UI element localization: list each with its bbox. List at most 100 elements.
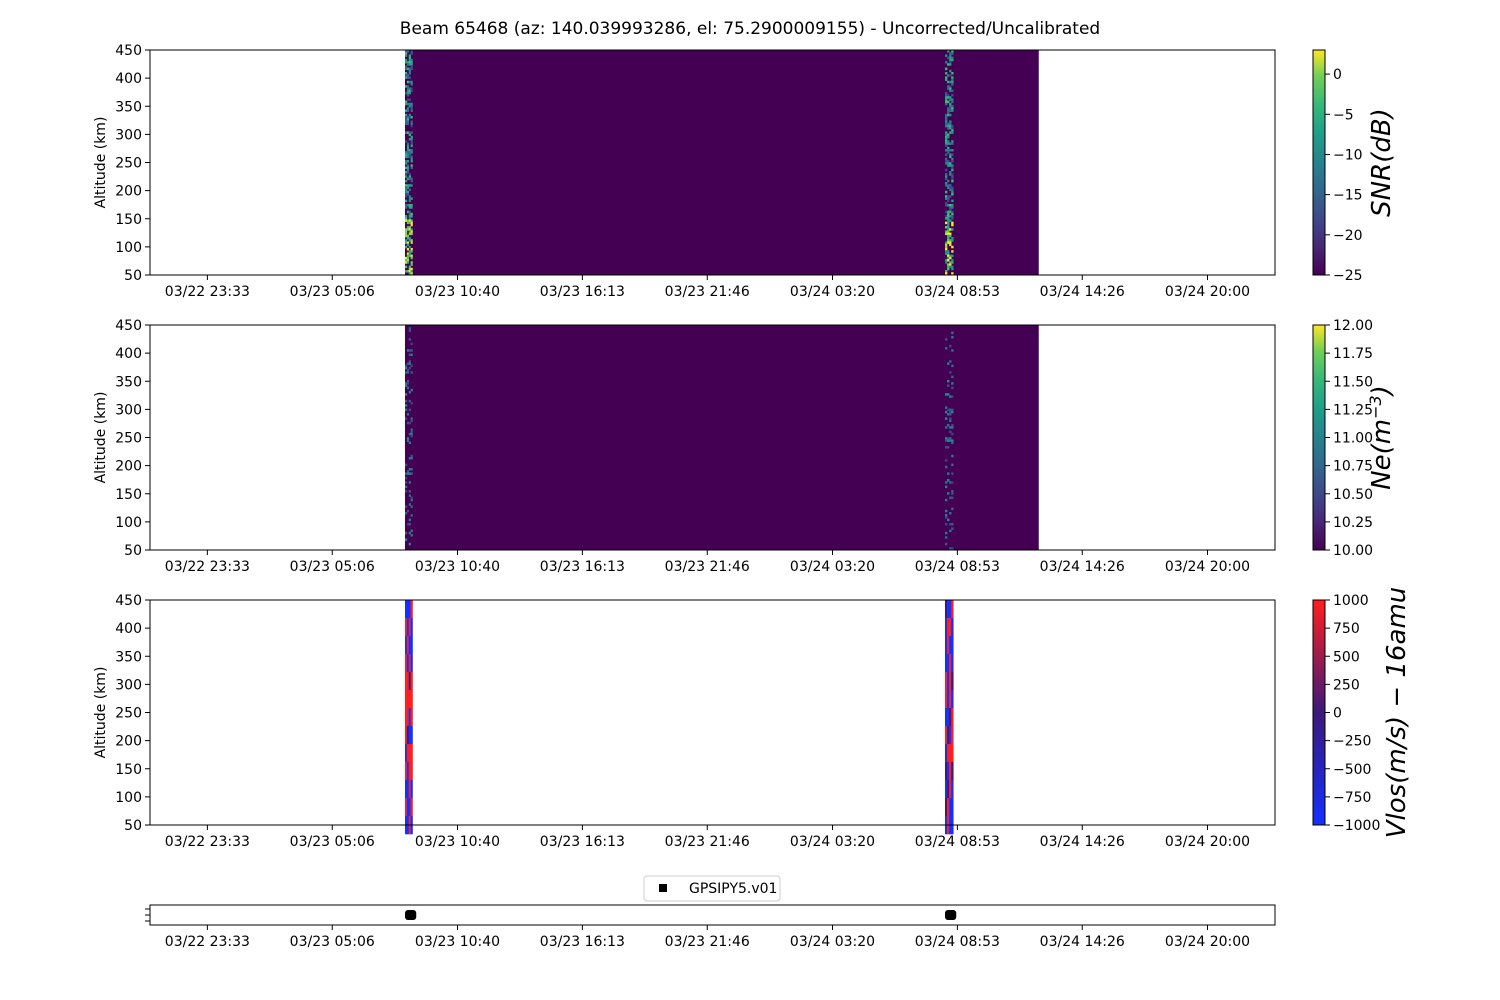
colorbar-label-end: ) <box>1367 385 1397 397</box>
y-tick-label: 100 <box>115 240 142 256</box>
colorbar-tick-label: −750 <box>1333 790 1371 806</box>
x-tick-label: 03/24 03:20 <box>790 934 875 950</box>
x-tick-label: 03/24 08:53 <box>915 559 1000 575</box>
y-tick-label: 450 <box>115 318 142 334</box>
background-data-region <box>405 50 1039 275</box>
y-tick-label: 250 <box>115 156 142 172</box>
legend-label: GPSIPY5.v01 <box>689 881 777 897</box>
burst-region <box>405 327 413 546</box>
colorbar-tick-label: −500 <box>1333 762 1371 778</box>
colorbar-tick-label: −20 <box>1333 228 1363 244</box>
y-tick-label: 200 <box>115 184 142 200</box>
x-tick-label: 03/23 10:40 <box>415 934 500 950</box>
x-tick-label: 03/23 05:06 <box>290 834 375 850</box>
burst-region <box>405 50 413 275</box>
y-tick-label: 350 <box>115 374 142 390</box>
colorbar-tick-label: 11.50 <box>1333 374 1373 390</box>
x-tick-label: 03/23 21:46 <box>665 559 750 575</box>
x-tick-label: 03/23 16:13 <box>540 934 625 950</box>
colorbar-label: SNR(dB) <box>1367 108 1397 217</box>
y-tick-label: 150 <box>115 487 142 503</box>
y-tick-label: 400 <box>115 71 142 87</box>
x-tick-label: 03/23 16:13 <box>540 834 625 850</box>
x-tick-label: 03/23 05:06 <box>290 934 375 950</box>
y-tick-label: 200 <box>115 734 142 750</box>
colorbar-gradient <box>1312 324 1326 551</box>
x-tick-label: 03/22 23:33 <box>165 284 250 300</box>
x-tick-label: 03/23 10:40 <box>415 559 500 575</box>
y-tick-label: 50 <box>124 818 142 834</box>
x-tick-label: 03/24 14:26 <box>1040 834 1125 850</box>
snr-colorbar: 0 −5 −10 −15 −20 −25 SNR(dB) <box>1312 49 1397 284</box>
colorbar-label: Ne(m−3) <box>1366 385 1398 490</box>
burst-region <box>945 331 954 550</box>
x-tick-label: 03/24 14:26 <box>1040 559 1125 575</box>
colorbar-tick-label: 0 <box>1333 67 1342 83</box>
x-tick-label: 03/23 16:13 <box>540 284 625 300</box>
x-tick-label: 03/24 14:26 <box>1040 284 1125 300</box>
colorbar-gradient <box>1312 599 1326 826</box>
burst-region <box>945 50 954 275</box>
experiment-marker <box>945 910 957 920</box>
legend-box <box>643 875 781 902</box>
x-tick-label: 03/24 03:20 <box>790 834 875 850</box>
y-axis-label: Altitude (km) <box>93 117 109 209</box>
vlos-panel: 50 100 150 200 250 300 350 400 450 Altitude (km) 0… <box>93 593 1276 850</box>
y-tick-label: 150 <box>115 762 142 778</box>
colorbar-tick-label: −25 <box>1333 268 1363 284</box>
x-tick-label: 03/23 10:40 <box>415 834 500 850</box>
legend: GPSIPY5.v01 <box>643 875 781 902</box>
colorbar-tick-label: 750 <box>1333 621 1360 637</box>
colorbar-gradient <box>1312 49 1326 276</box>
y-tick-label: 300 <box>115 402 142 418</box>
x-tick-label: 03/24 14:26 <box>1040 934 1125 950</box>
colorbar-tick-label: 12.00 <box>1333 318 1373 334</box>
y-tick-label: 450 <box>115 593 142 609</box>
x-tick-label: 03/24 08:53 <box>915 834 1000 850</box>
y-tick-label: 300 <box>115 677 142 693</box>
plot-frame <box>149 324 1276 551</box>
y-tick-label: 100 <box>115 515 142 531</box>
y-tick-label: 250 <box>115 431 142 447</box>
vlos-colorbar: 1000 750 500 250 0 −250 −500 −750 −1000 Vlos(m/s)… <box>1312 587 1412 839</box>
y-axis-label: Altitude (km) <box>93 667 109 759</box>
y-tick-label: 450 <box>115 43 142 59</box>
burst-region <box>945 600 954 835</box>
x-tick-label: 03/22 23:33 <box>165 559 250 575</box>
y-tick-label: 200 <box>115 459 142 475</box>
legend-marker <box>659 884 667 892</box>
colorbar-tick-label: 11.00 <box>1333 431 1373 447</box>
plot-frame <box>149 599 1276 826</box>
y-tick-label: 350 <box>115 99 142 115</box>
x-tick-label: 03/24 03:20 <box>790 284 875 300</box>
colorbar-tick-label: 10.00 <box>1333 543 1373 559</box>
colorbar-tick-label: 0 <box>1333 706 1342 722</box>
experiment-marker <box>405 910 417 920</box>
plot-frame <box>149 49 1276 276</box>
colorbar-tick-label: −250 <box>1333 734 1371 750</box>
y-tick-label: 50 <box>124 543 142 559</box>
y-tick-label: 100 <box>115 790 142 806</box>
colorbar-tick-label: 1000 <box>1333 593 1369 609</box>
colorbar-tick-label: −5 <box>1333 107 1354 123</box>
y-tick-label: 250 <box>115 706 142 722</box>
colorbar-tick-label: 11.25 <box>1333 402 1373 418</box>
x-tick-label: 03/24 20:00 <box>1165 284 1250 300</box>
x-tick-label: 03/24 08:53 <box>915 934 1000 950</box>
colorbar-tick-label: 10.50 <box>1333 487 1373 503</box>
ne-colorbar: 12.00 11.75 11.50 11.25 11.00 10.75 10.50 10.25… <box>1312 318 1398 559</box>
x-tick-label: 03/23 16:13 <box>540 559 625 575</box>
y-tick-label: 150 <box>115 212 142 228</box>
colorbar-label: Vlos(m/s) − 16amu <box>1382 587 1412 839</box>
ne-panel: 50 100 150 200 250 300 350 400 450 Altitude (km) 0… <box>93 318 1276 575</box>
y-tick-label: 400 <box>115 621 142 637</box>
colorbar-label-superscript: −3 <box>1366 395 1385 419</box>
x-tick-label: 03/23 21:46 <box>665 284 750 300</box>
x-tick-label: 03/24 20:00 <box>1165 834 1250 850</box>
colorbar-tick-label: −10 <box>1333 147 1363 163</box>
x-tick-label: 03/24 03:20 <box>790 559 875 575</box>
x-tick-label: 03/23 21:46 <box>665 834 750 850</box>
x-tick-label: 03/24 20:00 <box>1165 559 1250 575</box>
colorbar-tick-label: 10.75 <box>1333 459 1373 475</box>
x-tick-label: 03/24 20:00 <box>1165 934 1250 950</box>
